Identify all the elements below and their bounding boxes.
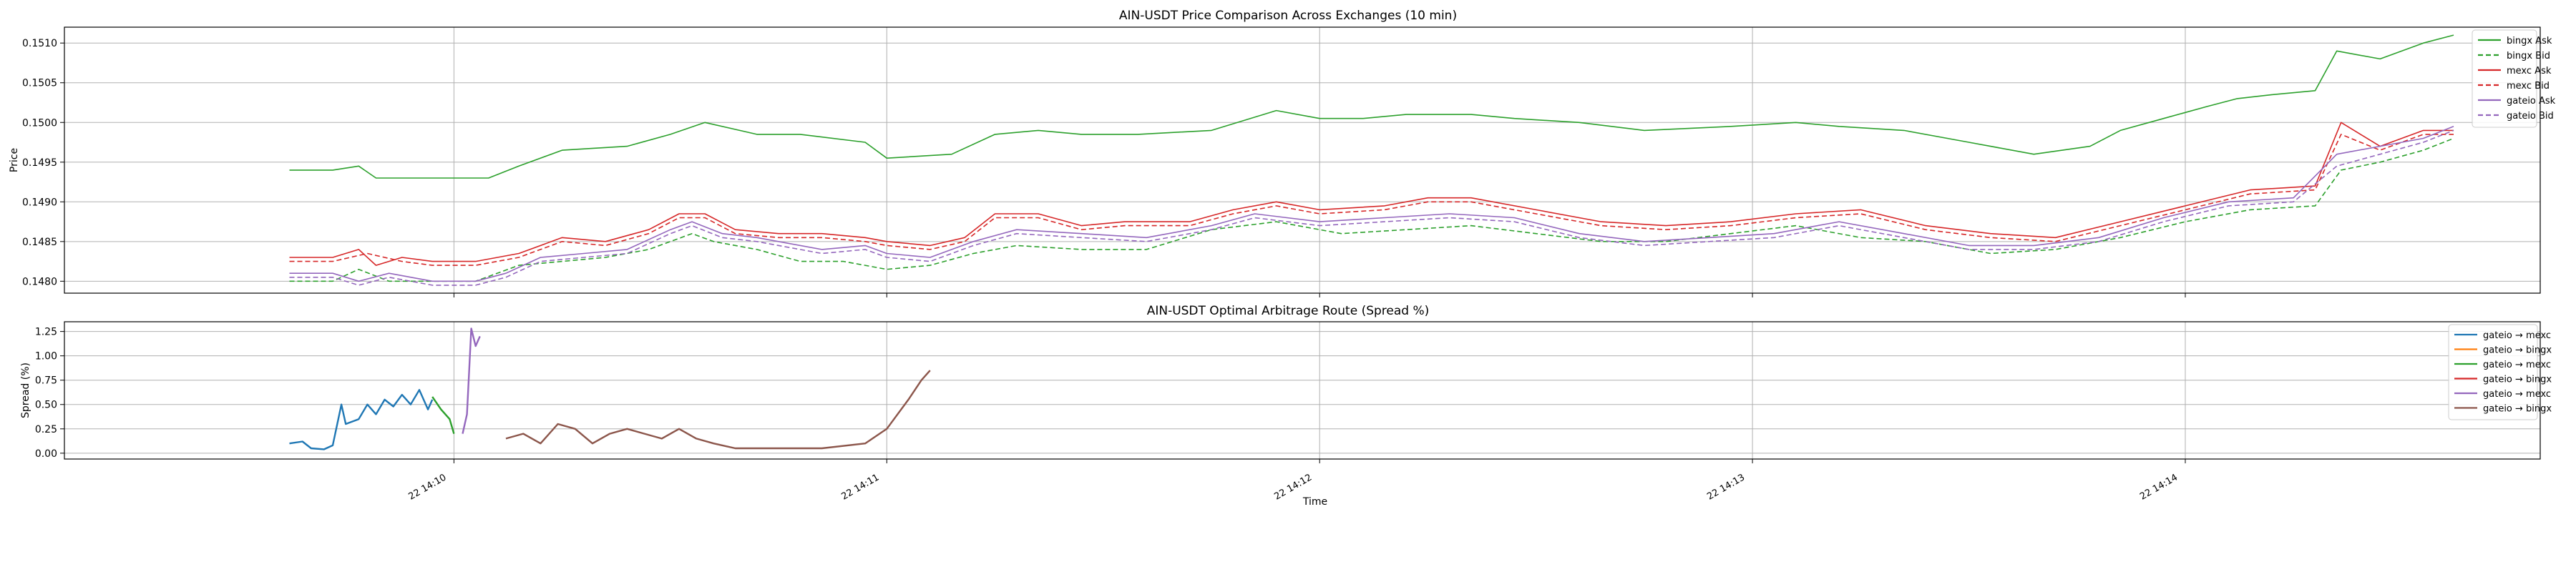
price-chart-y-tick-label: 0.1485 bbox=[22, 237, 57, 248]
price-chart-legend-label: gateio Bid bbox=[2507, 111, 2554, 122]
spread-chart-y-tick-label: 1.00 bbox=[35, 351, 57, 363]
spread-chart-title: AIN-USDT Optimal Arbitrage Route (Spread… bbox=[1147, 304, 1430, 318]
spread-chart-y-ticks: 0.00 0.25 0.50 0.75 1.00 1.25 bbox=[35, 327, 64, 460]
price-chart-series-line bbox=[289, 134, 2454, 266]
price-chart-series-line bbox=[289, 34, 2454, 179]
price-chart-legend: bingx Ask bingx Bid mexc Ask mexc Bid gateio… bbox=[2472, 29, 2556, 128]
spread-chart-y-tick-label: 0.25 bbox=[35, 424, 57, 435]
spread-chart-series bbox=[289, 327, 931, 450]
spread-chart-legend-label: gateio → mexc bbox=[2483, 360, 2551, 370]
price-chart-y-tick-label: 0.1510 bbox=[22, 38, 57, 49]
spread-chart-legend-label: gateio → bingx bbox=[2483, 404, 2552, 415]
price-chart-y-tick-label: 0.1495 bbox=[22, 157, 57, 169]
price-chart-series bbox=[289, 34, 2454, 286]
price-chart-legend-label: bingx Bid bbox=[2507, 51, 2550, 61]
spread-chart-legend-label: gateio → mexc bbox=[2483, 389, 2551, 400]
price-chart-series-line bbox=[289, 129, 2454, 286]
price-chart-y-label: Price bbox=[9, 148, 20, 172]
price-chart-legend-label: mexc Ask bbox=[2507, 66, 2552, 77]
price-chart-frame bbox=[64, 26, 2541, 294]
price-chart-x-ticks bbox=[453, 293, 2186, 297]
spread-chart-legend-label: gateio → bingx bbox=[2483, 375, 2552, 385]
price-chart-series-line bbox=[289, 126, 2454, 282]
spread-chart-series-line bbox=[462, 327, 481, 434]
price-chart-y-tick-label: 0.1505 bbox=[22, 78, 57, 89]
price-chart-y-tick-label: 0.1500 bbox=[22, 117, 57, 129]
price-chart-grid bbox=[64, 27, 2540, 293]
spread-chart-frame bbox=[64, 321, 2541, 460]
price-chart-series-line bbox=[289, 137, 2454, 282]
spread-chart-y-tick-label: 0.00 bbox=[35, 448, 57, 460]
spread-chart-y-tick-label: 1.25 bbox=[35, 327, 57, 338]
price-chart-series-line bbox=[289, 122, 2454, 266]
spread-chart-legend-label: gateio → mexc bbox=[2483, 330, 2551, 341]
spread-chart-legend-label: gateio → bingx bbox=[2483, 345, 2552, 356]
spread-chart-series-line bbox=[431, 396, 455, 434]
price-chart-legend-label: gateio Ask bbox=[2507, 96, 2556, 107]
spread-chart-series-line bbox=[505, 370, 931, 450]
price-chart: AIN-USDT Price Comparison Across Exchang… bbox=[9, 9, 2556, 297]
spread-chart-series-line bbox=[289, 389, 434, 450]
spread-chart-grid bbox=[64, 322, 2540, 459]
price-chart-legend-label: mexc Bid bbox=[2507, 81, 2550, 92]
spread-chart-legend-box bbox=[2448, 324, 2538, 420]
spread-chart-y-tick-label: 0.50 bbox=[35, 400, 57, 411]
price-chart-y-tick-label: 0.1480 bbox=[22, 276, 57, 287]
spread-chart-legend: gateio → mexc gateio → bingx gateio → mexc… bbox=[2448, 324, 2552, 420]
price-chart-y-tick-label: 0.1490 bbox=[22, 197, 57, 208]
spread-chart-y-label: Spread (%) bbox=[20, 363, 31, 418]
spread-chart-y-tick-label: 0.75 bbox=[35, 375, 57, 387]
spread-chart-x-label: Time bbox=[1302, 496, 1327, 508]
price-chart-y-ticks: 0.1480 0.1485 0.1490 0.1495 0.1500 0.1505 0.15… bbox=[22, 38, 64, 287]
price-chart-legend-label: bingx Ask bbox=[2507, 36, 2552, 46]
price-chart-title: AIN-USDT Price Comparison Across Exchang… bbox=[1119, 9, 1457, 23]
